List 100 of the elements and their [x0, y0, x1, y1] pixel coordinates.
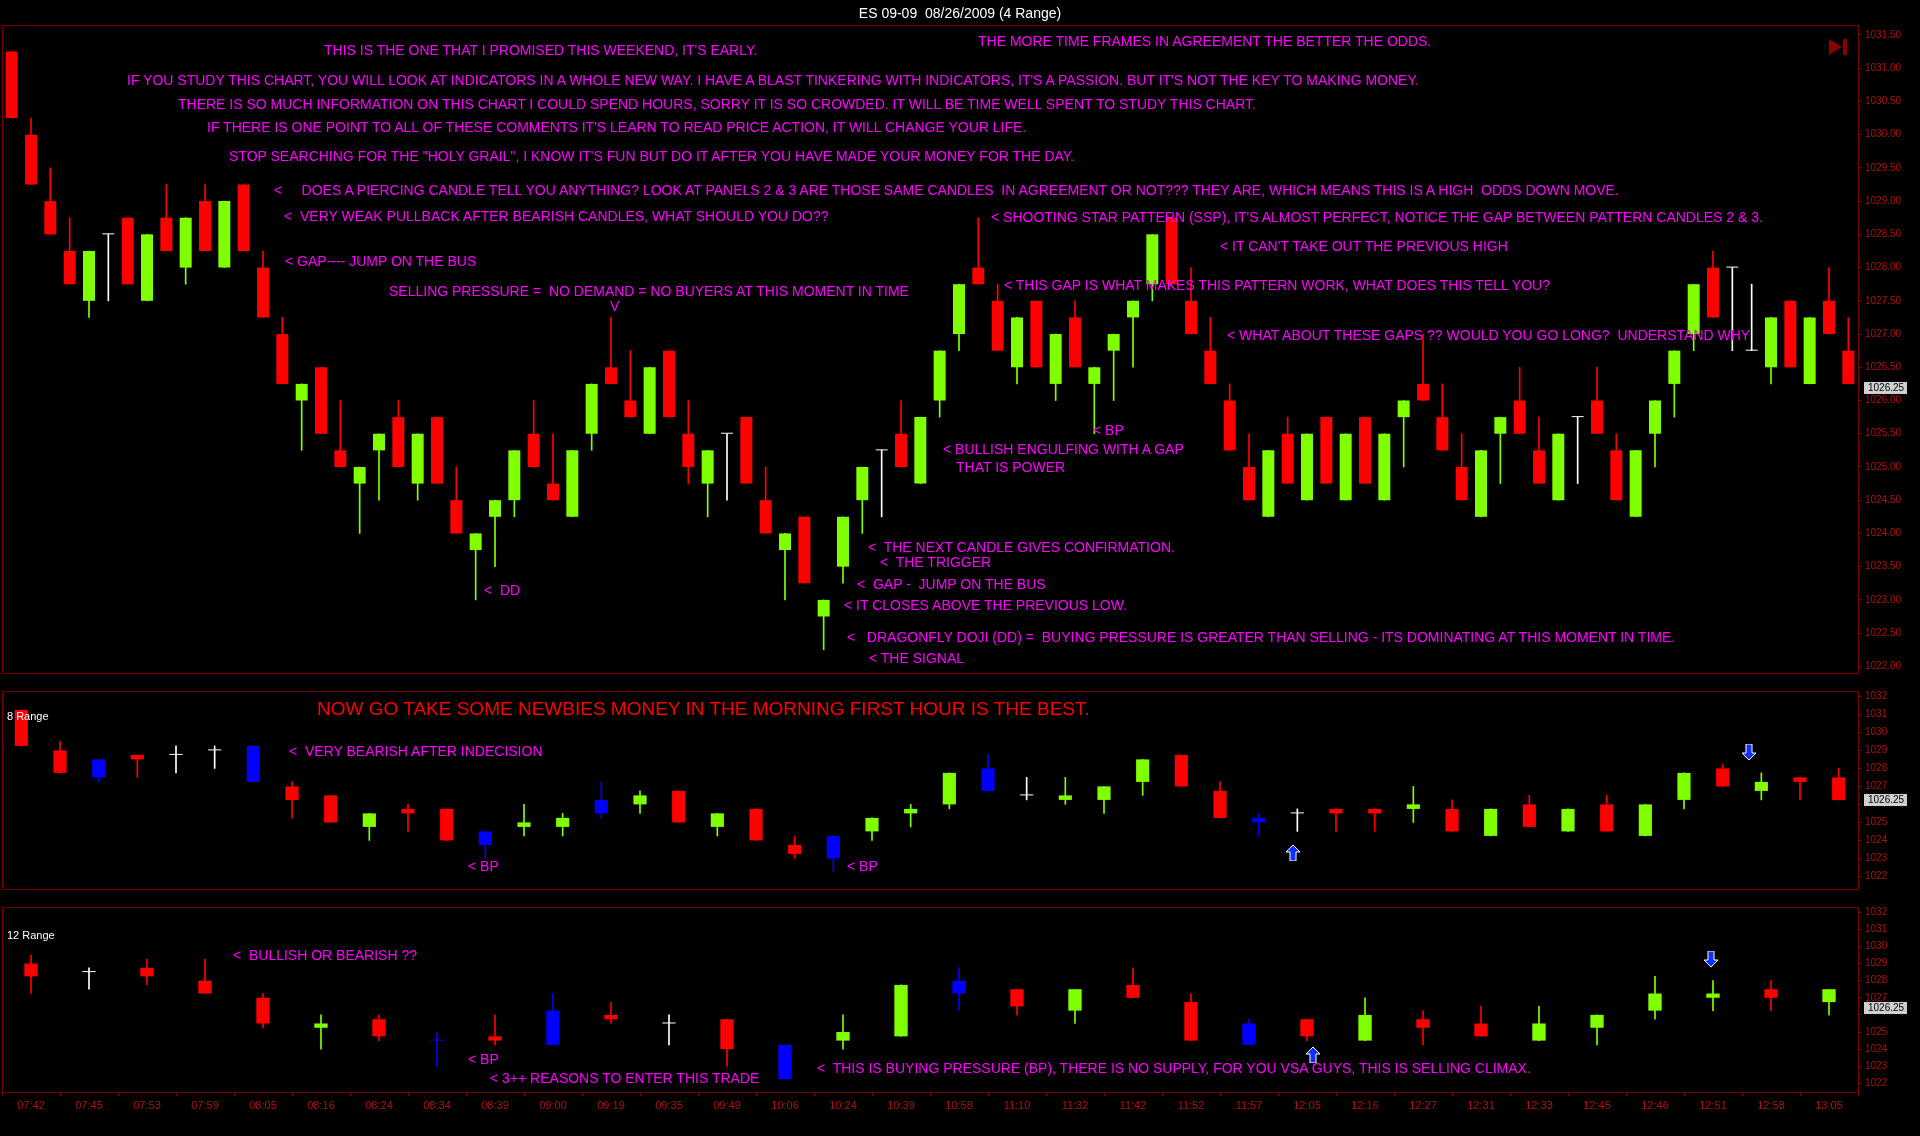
annotation: NOW GO TAKE SOME NEWBIES MONEY IN THE MORNING FIRST HOUR IS THE BEST. — [317, 698, 1090, 720]
annotation: < BULLISH ENGULFING WITH A GAP — [943, 441, 1184, 457]
x-tick-label: 07:45 — [75, 1098, 103, 1111]
candlestick — [779, 533, 791, 601]
y-tick-label: 1028 — [1865, 974, 1888, 986]
x-tick-label: 11:32 — [1061, 1098, 1089, 1111]
annotation: < SHOOTING STAR PATTERN (SSP), IT'S ALMOST PERFECT, NOTICE THE GAP BETWEEN PATTERN CANDLES 2 & 3. — [991, 209, 1763, 225]
candlestick — [82, 967, 96, 990]
y-tick-label: 1032 — [1865, 905, 1888, 917]
candlestick — [314, 1014, 328, 1050]
y-tick-label: 1025 — [1865, 1025, 1888, 1037]
annotation: < BP — [468, 858, 499, 874]
y-tick-label: 1025.50 — [1865, 427, 1902, 439]
x-tick-label: 10:58 — [945, 1098, 973, 1111]
annotation: < THIS IS BUYING PRESSURE (BP), THERE IS NO SUPPLY, FOR YOU VSA GUYS, THIS IS SELLING CLIMAX. — [817, 1060, 1531, 1076]
x-tick-label: 11:42 — [1119, 1098, 1147, 1111]
candlestick — [1793, 777, 1807, 801]
annotation: SELLING PRESSURE = NO DEMAND = NO BUYERS AT THIS MOMENT IN TIME — [389, 283, 909, 299]
x-tick-label: 09:49 — [713, 1098, 741, 1111]
annotation: < IT CAN'T TAKE OUT THE PREVIOUS HIGH — [1220, 238, 1508, 254]
y-tick-label: 1022.00 — [1865, 660, 1902, 672]
annotation: THE MORE TIME FRAMES IN AGREEMENT THE BETTER THE ODDS. — [978, 33, 1432, 49]
y-tick-label: 1030 — [1865, 726, 1888, 738]
candlestick — [836, 1014, 850, 1050]
y-tick-label: 1031.00 — [1865, 61, 1902, 73]
text: 1026.25 — [1864, 1002, 1908, 1014]
y-tick-label: 1029 — [1865, 744, 1888, 756]
y-tick-label: 1027.00 — [1865, 327, 1902, 339]
annotation: IF THERE IS ONE POINT TO ALL OF THESE COMMENTS IT'S LEARN TO READ PRICE ACTION, IT WILL CHANGE YOUR LIFE. — [207, 119, 1027, 135]
x-tick-label: 09:35 — [655, 1098, 683, 1111]
text: 1026.25 — [1864, 382, 1908, 394]
x-tick-label: 10:24 — [829, 1098, 857, 1111]
annotation: < BP — [847, 858, 878, 874]
candlestick — [604, 1001, 618, 1024]
x-tick-label: 12:46 — [1641, 1098, 1669, 1111]
y-tick-label: 1023.00 — [1865, 593, 1902, 605]
annotation: THIS IS THE ONE THAT I PROMISED THIS WEEKEND, IT'S EARLY. — [324, 42, 758, 58]
x-tick-label: 12:45 — [1583, 1098, 1611, 1111]
annotation: < VERY WEAK PULLBACK AFTER BEARISH CANDLES, WHAT SHOULD YOU DO?? — [284, 208, 829, 224]
y-tick-label: 1024.00 — [1865, 527, 1902, 539]
x-tick-label: 07:59 — [191, 1098, 219, 1111]
chart-title: ES 09-09 08/26/2009 (4 Range) — [858, 4, 1062, 22]
candlestick — [488, 1014, 502, 1046]
y-tick-label: 1027 — [1865, 780, 1888, 792]
y-tick-label: 1027.50 — [1865, 294, 1902, 306]
text: 1026.25 — [1864, 794, 1908, 806]
y-tick-label: 1023 — [1865, 1060, 1888, 1072]
y-tick-label: 1030 — [1865, 940, 1888, 952]
y-tick-label: 1022 — [1865, 870, 1888, 882]
candlestick — [605, 317, 617, 385]
y-tick-label: 1023.50 — [1865, 560, 1902, 572]
x-tick-label: 10:39 — [887, 1098, 915, 1111]
x-tick-label: 12:58 — [1757, 1098, 1785, 1111]
candlestick — [430, 1031, 444, 1067]
x-tick-label: 13:05 — [1815, 1098, 1843, 1111]
annotation: V — [610, 298, 620, 314]
y-tick-label: 1023 — [1865, 852, 1888, 864]
annotation: < 3++ REASONS TO ENTER THIS TRADE — [490, 1070, 760, 1086]
annotation: < GAP - JUMP ON THE BUS — [857, 576, 1046, 592]
candlestick — [662, 1014, 676, 1046]
annotation: < DD — [484, 582, 521, 598]
y-tick-label: 1025 — [1865, 816, 1888, 828]
x-tick-label: 09:19 — [597, 1098, 625, 1111]
x-tick-label: 12:31 — [1467, 1098, 1495, 1111]
x-tick-label: 08:16 — [307, 1098, 335, 1111]
y-tick-label: 1029 — [1865, 957, 1888, 969]
annotation: < BP — [468, 1051, 499, 1067]
y-tick-label: 1026.50 — [1865, 361, 1902, 373]
x-tick-label: 07:42 — [17, 1098, 45, 1111]
candlestick — [1329, 808, 1343, 832]
y-tick-label: 1028.50 — [1865, 228, 1902, 240]
text: 12 Range — [7, 928, 55, 943]
x-tick-label: 09:00 — [539, 1098, 567, 1111]
annotation: < DRAGONFLY DOJI (DD) = BUYING PRESSURE IS GREATER THAN SELLING - ITS DOMINATING AT THIS MOMENT IN TIME. — [847, 629, 1676, 645]
candlestick — [1416, 1010, 1430, 1046]
y-tick-label: 1028 — [1865, 762, 1888, 774]
annotation: STOP SEARCHING FOR THE "HOLY GRAIL", I KNOW IT'S FUN BUT DO IT AFTER YOU HAVE MADE YOUR MONEY FOR THE DAY. — [229, 148, 1075, 164]
y-tick-label: 1028.00 — [1865, 261, 1902, 273]
y-tick-label: 1022.50 — [1865, 626, 1902, 638]
annotation: < IT CLOSES ABOVE THE PREVIOUS LOW. — [844, 597, 1128, 613]
y-tick-label: 1030.00 — [1865, 128, 1902, 140]
x-tick-label: 12:16 — [1351, 1098, 1379, 1111]
y-tick-label: 1030.50 — [1865, 95, 1902, 107]
y-tick-label: 1026.00 — [1865, 394, 1902, 406]
y-tick-label: 1029.50 — [1865, 161, 1902, 173]
x-tick-label: 11:57 — [1235, 1098, 1263, 1111]
x-tick-label: 08:34 — [423, 1098, 451, 1111]
x-tick-label: 08:05 — [249, 1098, 277, 1111]
annotation: < THE SIGNAL — [869, 650, 965, 666]
y-tick-label: 1031 — [1865, 923, 1888, 935]
candlestick — [373, 433, 385, 501]
candlestick — [517, 804, 531, 837]
y-tick-label: 1022 — [1865, 1077, 1888, 1089]
annotation: < THE TRIGGER — [880, 554, 992, 570]
y-tick-label: 1032 — [1865, 690, 1888, 702]
annotation: < THE NEXT CANDLE GIVES CONFIRMATION. — [868, 539, 1175, 555]
candlestick — [489, 499, 501, 567]
x-tick-label: 12:05 — [1293, 1098, 1321, 1111]
y-tick-label: 1025.00 — [1865, 460, 1902, 472]
annotation: THAT IS POWER — [956, 459, 1066, 475]
